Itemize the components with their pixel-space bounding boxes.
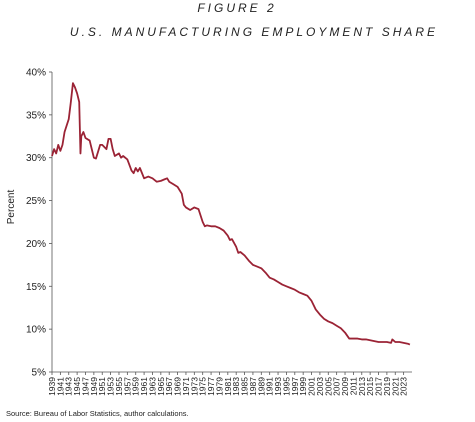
x-tick-label: 1951 <box>97 377 107 396</box>
x-tick-label: 1967 <box>164 377 174 396</box>
y-tick-label: 25% <box>26 196 46 207</box>
source-note: Source: Bureau of Labor Statistics, auth… <box>6 409 189 418</box>
data-line <box>51 82 411 346</box>
x-tick-label: 1985 <box>240 377 250 396</box>
x-tick-label: 1943 <box>64 377 74 396</box>
y-tick-label: 40% <box>26 68 46 79</box>
x-tick-label: 1949 <box>89 377 99 396</box>
x-tick-label: 2003 <box>315 377 325 396</box>
x-tick-label: 1941 <box>55 377 65 396</box>
x-tick-label: 1989 <box>256 377 266 396</box>
x-tick-label: 1963 <box>147 377 157 396</box>
x-tick-label: 2009 <box>340 377 350 396</box>
x-tick-label: 1961 <box>139 377 149 396</box>
y-tick-label: 10% <box>26 325 46 336</box>
x-tick-label: 2013 <box>357 377 367 396</box>
x-tick-label: 2019 <box>382 377 392 396</box>
x-tick-label: 1977 <box>206 377 216 396</box>
x-tick-label: 1995 <box>281 377 291 396</box>
x-tick-label: 1945 <box>72 377 82 396</box>
y-tick-label: 15% <box>26 282 46 293</box>
x-tick-label: 1979 <box>214 377 224 396</box>
x-tick-label: 1953 <box>106 377 116 396</box>
chart-title: FIGURE 2 <box>197 1 276 15</box>
y-tick-label: 20% <box>26 239 46 250</box>
x-tick-label: 1957 <box>122 377 132 396</box>
x-tick-label: 2011 <box>348 377 358 396</box>
x-tick-label: 1973 <box>189 377 199 396</box>
x-tick-label: 1987 <box>248 377 258 396</box>
x-tick-label: 1955 <box>114 377 124 396</box>
x-tick-label: 1981 <box>223 377 233 396</box>
x-tick-label: 1991 <box>265 377 275 396</box>
x-tick-label: 1969 <box>173 377 183 396</box>
x-tick-label: 1971 <box>181 377 191 396</box>
x-tick-label: 2015 <box>365 377 375 396</box>
x-tick-label: 2005 <box>323 377 333 396</box>
y-tick-label: 35% <box>26 110 46 121</box>
x-tick-label: 1947 <box>80 377 90 396</box>
x-tick-label: 2007 <box>332 377 342 396</box>
x-tick-label: 1975 <box>198 377 208 396</box>
x-tick-label: 1965 <box>156 377 166 396</box>
x-tick-label: 2001 <box>307 377 317 396</box>
chart-subtitle: U.S. MANUFACTURING EMPLOYMENT SHARE <box>70 25 438 39</box>
x-tick-label: 2023 <box>399 377 409 396</box>
y-axis-label: Percent <box>6 190 17 225</box>
x-tick-label: 2021 <box>390 377 400 396</box>
x-tick-label: 1999 <box>298 377 308 396</box>
x-tick-label: 1983 <box>231 377 241 396</box>
y-tick-label: 30% <box>26 153 46 164</box>
x-tick-label: 1939 <box>47 377 57 396</box>
x-tick-label: 1997 <box>290 377 300 396</box>
y-tick-label: 5% <box>32 368 47 379</box>
x-tick-label: 2017 <box>374 377 384 396</box>
x-tick-label: 1959 <box>131 377 141 396</box>
x-tick-label: 1993 <box>273 377 283 396</box>
